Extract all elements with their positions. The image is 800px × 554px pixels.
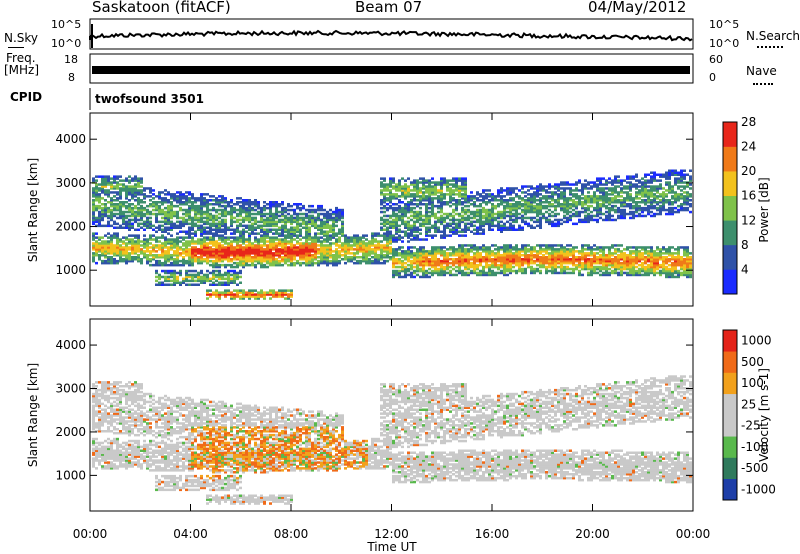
freq-tick-low: 8 [68, 71, 75, 84]
freq-label: Freq. [6, 51, 36, 65]
nave-tick-low: 0 [709, 71, 716, 84]
cpid-value: twofsound 3501 [95, 92, 204, 106]
colorbar-tick-label: 20 [741, 164, 756, 178]
power-cells [92, 169, 692, 300]
nsky-tick-high: 10^5 [51, 18, 82, 31]
colorbar-tick-label: 25 [741, 397, 756, 411]
colorbar-segment [723, 330, 737, 352]
freq-band [92, 66, 690, 74]
colorbar-tick-label: 1000 [741, 334, 772, 348]
ytick-label: 2000 [55, 220, 86, 234]
nsky-label: N.Sky [4, 31, 39, 45]
ytick-label: 3000 [55, 382, 86, 396]
ytick-label: 1000 [55, 263, 86, 277]
colorbar-frame [722, 329, 738, 501]
velocity-colorbar: 1000 500 100 25 -25 -100 -500 -1000 [722, 329, 776, 501]
velocity-ylabel: Slant Range [km] [26, 363, 40, 467]
colorbar-segment [723, 478, 737, 501]
colorbar-frame [722, 121, 738, 295]
colorbar-tick-label: 28 [741, 115, 756, 129]
colorbar-tick-label: 16 [741, 189, 756, 203]
colorbar-segment [723, 171, 737, 197]
cpid-label: CPID [10, 90, 43, 104]
colorbar-segment [723, 146, 737, 172]
ytick-label: 2000 [55, 425, 86, 439]
colorbar-tick-label: 100 [741, 376, 764, 390]
colorbar-segment [723, 457, 737, 480]
colorbar-tick-label: -500 [741, 461, 768, 475]
colorbar-segment [723, 122, 737, 147]
colorbar-segment [723, 244, 737, 270]
nsky-trace [89, 24, 693, 48]
xtick-label: 16:00 [475, 527, 510, 541]
colorbar-tick-label: -100 [741, 440, 768, 454]
power-colorbar: 4 8 12 16 20 24 28 [722, 115, 756, 295]
freq-tick-high: 18 [64, 53, 78, 66]
date-title: 04/May/2012 [588, 0, 687, 16]
velocity-cells [92, 375, 692, 505]
colorbar-segment [723, 269, 737, 295]
power-yticks: 1000 2000 3000 4000 [55, 132, 693, 277]
freq-frame [89, 53, 694, 84]
freq-trace [92, 66, 690, 74]
xtick-label: 04:00 [173, 527, 208, 541]
xtick-label: 08:00 [274, 527, 309, 541]
ytick-label: 4000 [55, 132, 86, 146]
colorbar-segment [723, 195, 737, 221]
beam-title: Beam 07 [355, 0, 423, 16]
colorbar-segment [723, 415, 737, 437]
colorbar-tick-label: 500 [741, 355, 764, 369]
xtick-label: 12:00 [374, 527, 409, 541]
nave-legend-line [753, 83, 773, 85]
xtick-label: 00:00 [73, 527, 108, 541]
colorbar-tick-label: -25 [741, 419, 761, 433]
colorbar-tick-label: 24 [741, 140, 756, 154]
station-title: Saskatoon (fitACF) [92, 0, 231, 16]
nsearch-tick-low: 10^0 [709, 37, 740, 50]
ytick-label: 3000 [55, 176, 86, 190]
x-axis-title: Time UT [366, 540, 417, 554]
colorbar-segment [723, 393, 737, 416]
nsearch-label: N.Search [746, 29, 800, 43]
ytick-label: 1000 [55, 468, 86, 482]
nsearch-legend-line [757, 46, 783, 48]
nsearch-tick-high: 10^5 [709, 18, 740, 31]
nsky-frame [89, 18, 694, 50]
x-ticks: 00:00 04:00 08:00 12:00 16:00 20:00 00:00 [73, 113, 711, 541]
colorbar-tick-label: 4 [741, 262, 749, 276]
nsky-line [89, 29, 693, 42]
ytick-label: 4000 [55, 338, 86, 352]
velocity-yticks: 1000 2000 3000 4000 [55, 338, 693, 482]
nave-label: Nave [746, 64, 777, 78]
xtick-label: 20:00 [575, 527, 610, 541]
nsky-legend-line [8, 47, 24, 48]
colorbar-tick-label: 12 [741, 213, 756, 227]
velocity-colorbar-label: Velocity [m s-1] [757, 368, 771, 462]
xtick-label: 00:00 [676, 527, 711, 541]
colorbar-segment [723, 436, 737, 458]
colorbar-tick-label: 8 [741, 238, 749, 252]
power-colorbar-label: Power [dB] [757, 177, 771, 242]
freq-unit: [MHz] [4, 63, 40, 77]
power-ylabel: Slant Range [km] [26, 158, 40, 262]
colorbar-segment [723, 220, 737, 246]
colorbar-segment [723, 351, 737, 373]
nave-tick-high: 60 [709, 53, 723, 66]
nsky-tick-low: 10^0 [51, 37, 82, 50]
colorbar-segment [723, 372, 737, 395]
colorbar-tick-label: -1000 [741, 482, 776, 496]
